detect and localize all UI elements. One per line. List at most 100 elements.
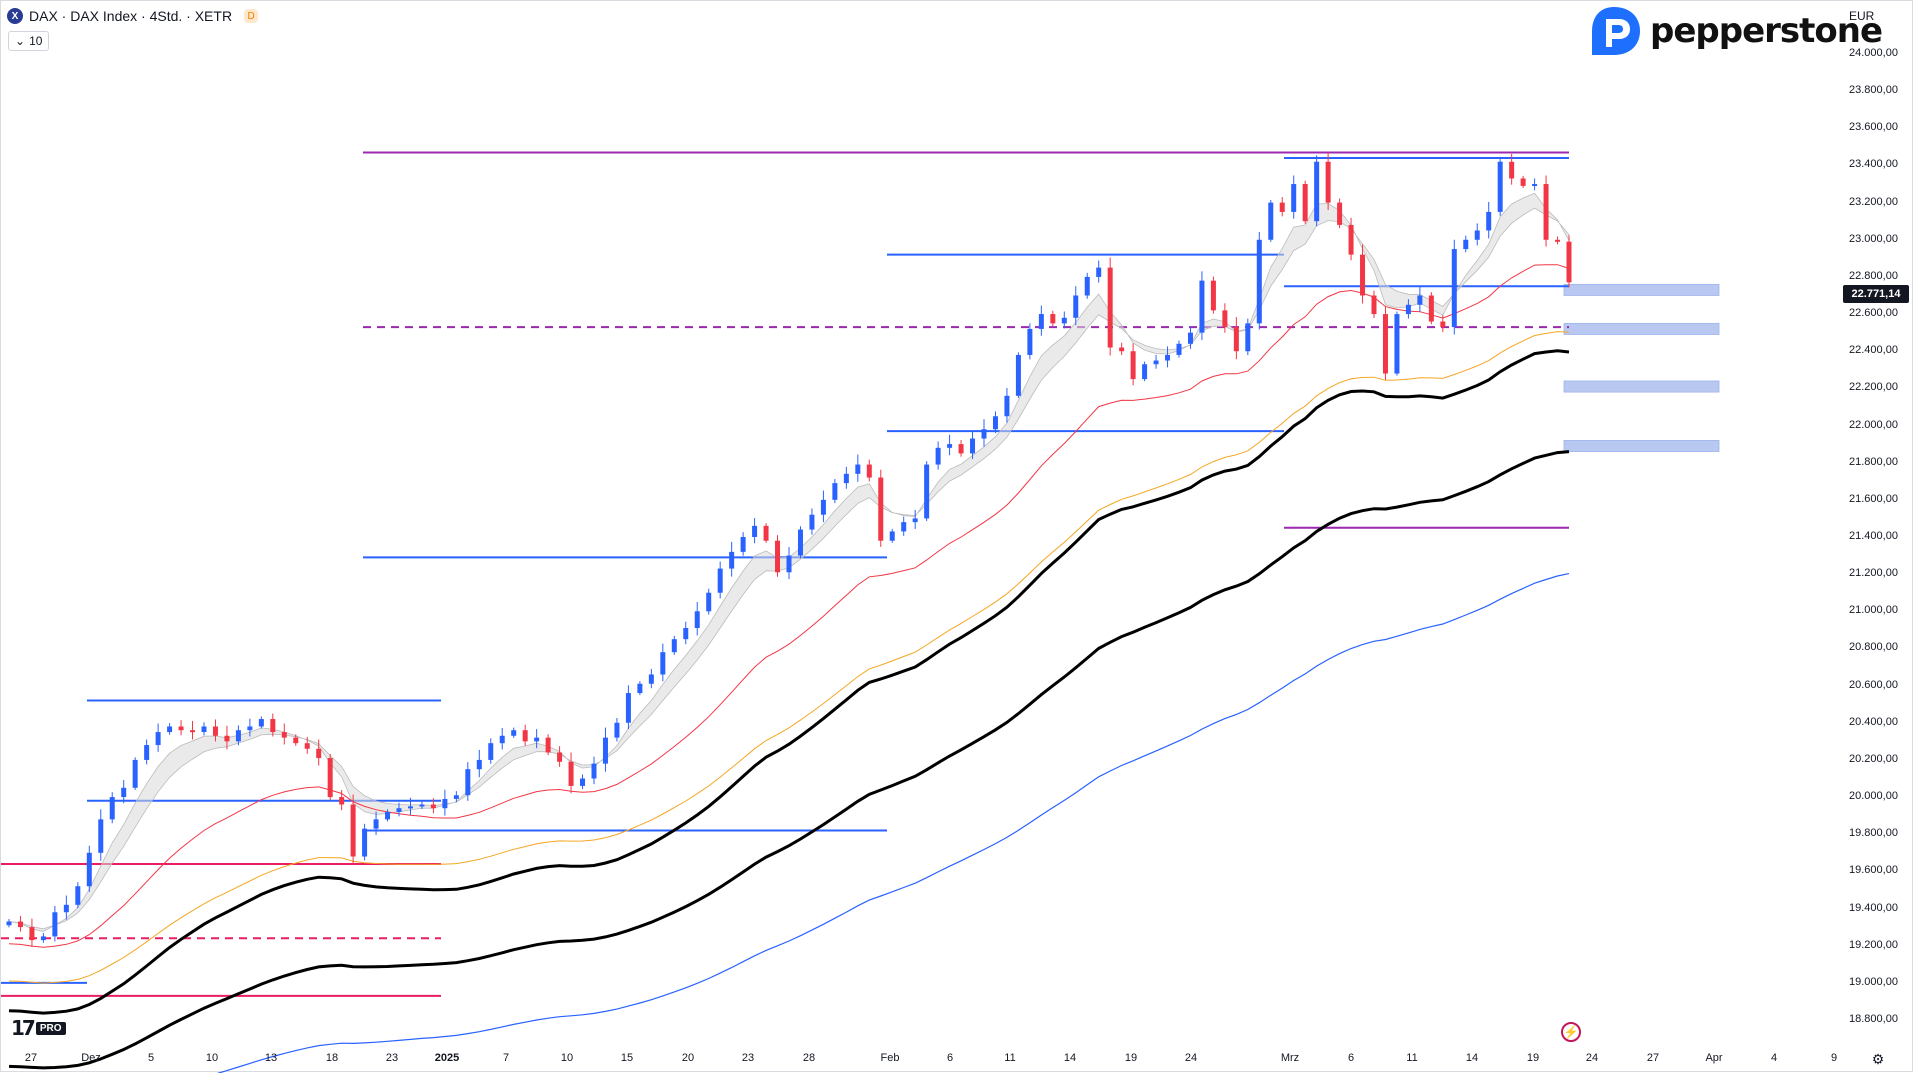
candle-bull (1451, 249, 1457, 328)
candle-bull (75, 886, 81, 905)
price-tick-label: 21.000,00 (1849, 604, 1898, 617)
candle-bull (1165, 354, 1171, 361)
price-tick-label: 23.200,00 (1849, 195, 1898, 208)
candle-bull (201, 726, 207, 733)
candle-bull (1497, 161, 1503, 212)
price-tick-label: 22.400,00 (1849, 344, 1898, 357)
candle-bull (407, 806, 413, 809)
candle-bull (706, 592, 712, 612)
candle-bull (476, 759, 482, 770)
candle-bear (1520, 178, 1526, 186)
candle-bull (86, 852, 92, 887)
candle-bear (1107, 267, 1113, 348)
price-tick-label: 21.400,00 (1849, 530, 1898, 542)
price-tick-label: 21.600,00 (1849, 492, 1898, 505)
candle-bull (901, 522, 907, 532)
price-tick-label: 22.800,00 (1849, 269, 1898, 282)
candle-bull (1405, 304, 1411, 315)
indicators-toggle[interactable]: ⌄ 10 (8, 31, 50, 51)
candle-bull (144, 745, 150, 760)
time-tick-label: 23 (741, 1052, 755, 1064)
candle-bear (327, 758, 333, 798)
candle-bear (212, 726, 218, 736)
candle-bull (1187, 332, 1193, 344)
candle-bull (1084, 276, 1090, 296)
candle-bear (1543, 184, 1549, 240)
chart-header[interactable]: X DAX · DAX Index · 4Std. · XETR D (7, 5, 259, 27)
candle-bull (1176, 343, 1182, 355)
chart-title[interactable]: DAX · DAX Index · 4Std. · XETR (29, 8, 233, 24)
time-tick-label: 18 (325, 1052, 339, 1064)
candle-bull (511, 730, 517, 736)
time-tick-label: 10 (560, 1052, 574, 1064)
candle-bull (717, 568, 723, 593)
price-tick-label: 20.200,00 (1849, 752, 1898, 765)
price-tick-label: 19.000,00 (1849, 975, 1898, 988)
price-tick-label: 21.800,00 (1849, 455, 1898, 468)
time-tick-label: Mrz (1280, 1052, 1300, 1064)
candlesticks (6, 152, 1572, 947)
gear-icon[interactable]: ⚙ (1871, 1051, 1885, 1067)
candle-bull (121, 787, 127, 798)
time-tick-label: 27 (1646, 1052, 1660, 1064)
candle-bear (1119, 347, 1125, 352)
time-tick-label: 10 (205, 1052, 219, 1064)
candle-bull (855, 464, 861, 474)
candle-bull (1463, 239, 1469, 250)
candle-bull (832, 483, 838, 500)
price-tick-label: 20.400,00 (1849, 715, 1898, 728)
currency-label[interactable]: EUR (1849, 9, 1875, 23)
candle-bull (970, 438, 976, 454)
time-tick-label: 15 (620, 1052, 634, 1064)
candle-bull (1096, 267, 1102, 277)
candle-bull (385, 811, 391, 820)
candle-bull (809, 514, 815, 530)
time-tick-label: 28 (802, 1052, 816, 1064)
candle-bull (797, 529, 803, 556)
lightning-icon[interactable]: ⚡ (1561, 1022, 1581, 1042)
brand-logo: pepperstone (1586, 5, 1883, 57)
price-tick-label: 20.600,00 (1849, 678, 1898, 691)
current-price-label: 22.771,14 (1843, 285, 1909, 303)
price-tick-label: 23.600,00 (1849, 121, 1898, 134)
candle-bear (1325, 161, 1331, 203)
candle-bull (499, 735, 505, 744)
candle-bull (935, 447, 941, 465)
horizontal-levels (1, 151, 1569, 997)
candle-bear (1337, 202, 1343, 225)
price-tick-label: 22.000,00 (1849, 418, 1898, 431)
candle-bear (1348, 224, 1354, 255)
candle-bull (660, 652, 666, 675)
candle-bear (1428, 295, 1434, 322)
candle-bull (889, 531, 895, 541)
price-tick-label: 22.600,00 (1849, 307, 1898, 320)
candle-bull (602, 737, 608, 764)
candle-bear (1566, 241, 1572, 283)
candle-bear (339, 797, 345, 805)
candle-bull (1245, 323, 1251, 352)
candle-bear (1371, 295, 1377, 315)
price-tick-label: 18.800,00 (1849, 1013, 1898, 1025)
candle-bull (488, 743, 494, 760)
candle-bull (820, 499, 826, 515)
candle-bull (683, 628, 689, 640)
price-tick-label: 24.000,00 (1849, 47, 1898, 59)
candle-bull (109, 797, 115, 820)
candle-bear (775, 540, 781, 573)
candle-bull (1532, 184, 1538, 187)
price-tick-label: 19.800,00 (1849, 827, 1898, 840)
tradingview-logo[interactable]: 17 PRO (11, 1016, 66, 1040)
indicators-count: 10 (29, 34, 43, 48)
time-tick-label: 27 (24, 1052, 38, 1064)
candle-bull (1417, 295, 1423, 305)
moving-averages (8, 192, 1570, 1073)
candle-bull (729, 551, 735, 569)
candle-bull (947, 444, 953, 448)
candle-bear (1210, 280, 1216, 311)
candle-bear (178, 726, 184, 731)
candle-bull (453, 795, 459, 799)
candle-bear (1360, 254, 1366, 296)
candle-bull (442, 798, 448, 809)
time-tick-label: 13 (264, 1052, 278, 1064)
